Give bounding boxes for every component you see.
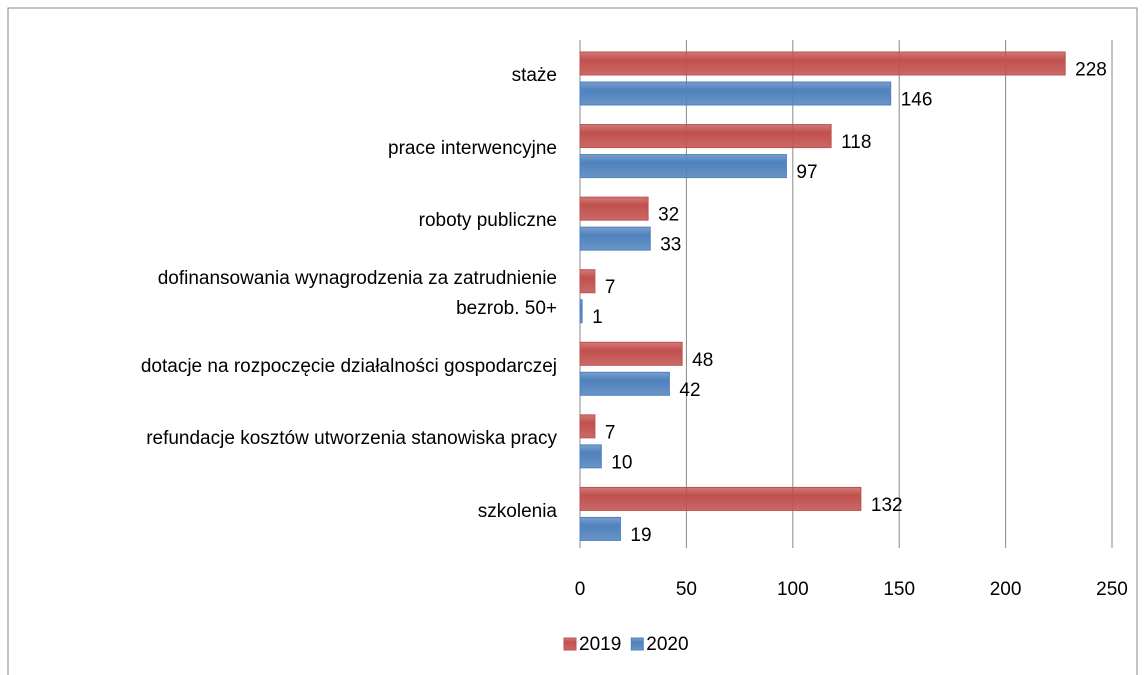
legend-label: 2020 [646, 634, 688, 655]
x-tick-label: 50 [676, 579, 697, 600]
bar [579, 81, 892, 106]
bar [579, 196, 649, 221]
legend-label: 2019 [579, 634, 621, 655]
value-label: 97 [796, 162, 817, 183]
value-label: 42 [679, 380, 700, 401]
x-tick-label: 0 [575, 579, 586, 600]
category-label: staże [511, 65, 557, 87]
value-label: 48 [692, 350, 713, 371]
bar [579, 154, 787, 179]
value-label: 7 [605, 422, 616, 443]
category-label: refundacje kosztów utworzenia stanowiska… [146, 428, 557, 450]
bar [579, 486, 862, 511]
category-label: dofinansowania wynagrodzenia za zatrudni… [157, 268, 557, 319]
bar [579, 516, 621, 541]
bar [579, 444, 602, 469]
x-tick-label: 150 [883, 579, 915, 600]
category-label: dotacje na rozpoczęcie działalności gosp… [140, 355, 557, 377]
value-label: 132 [871, 495, 903, 516]
bar [579, 51, 1066, 76]
bar [579, 124, 832, 149]
value-label: 146 [901, 90, 933, 111]
category-label: szkolenia [477, 500, 557, 522]
bar [579, 414, 596, 439]
value-label: 1 [592, 307, 603, 328]
bar [579, 226, 651, 251]
category-label: roboty publiczne [418, 210, 557, 232]
value-label: 33 [660, 235, 681, 256]
x-tick-label: 100 [777, 579, 809, 600]
value-label: 118 [841, 132, 871, 153]
value-label: 19 [630, 525, 651, 546]
bar [579, 269, 596, 294]
x-tick-label: 250 [1096, 579, 1128, 600]
legend-swatch [563, 637, 577, 651]
value-label: 228 [1075, 60, 1107, 81]
value-label: 10 [611, 452, 632, 473]
value-label: 32 [658, 205, 679, 226]
category-label: prace interwencyjne [388, 137, 557, 159]
legend-swatch [630, 637, 644, 651]
bar [579, 371, 670, 396]
value-label: 7 [605, 277, 616, 298]
bar [579, 299, 583, 324]
chart-frame [7, 7, 1138, 675]
bar [579, 341, 683, 366]
x-tick-label: 200 [990, 579, 1022, 600]
